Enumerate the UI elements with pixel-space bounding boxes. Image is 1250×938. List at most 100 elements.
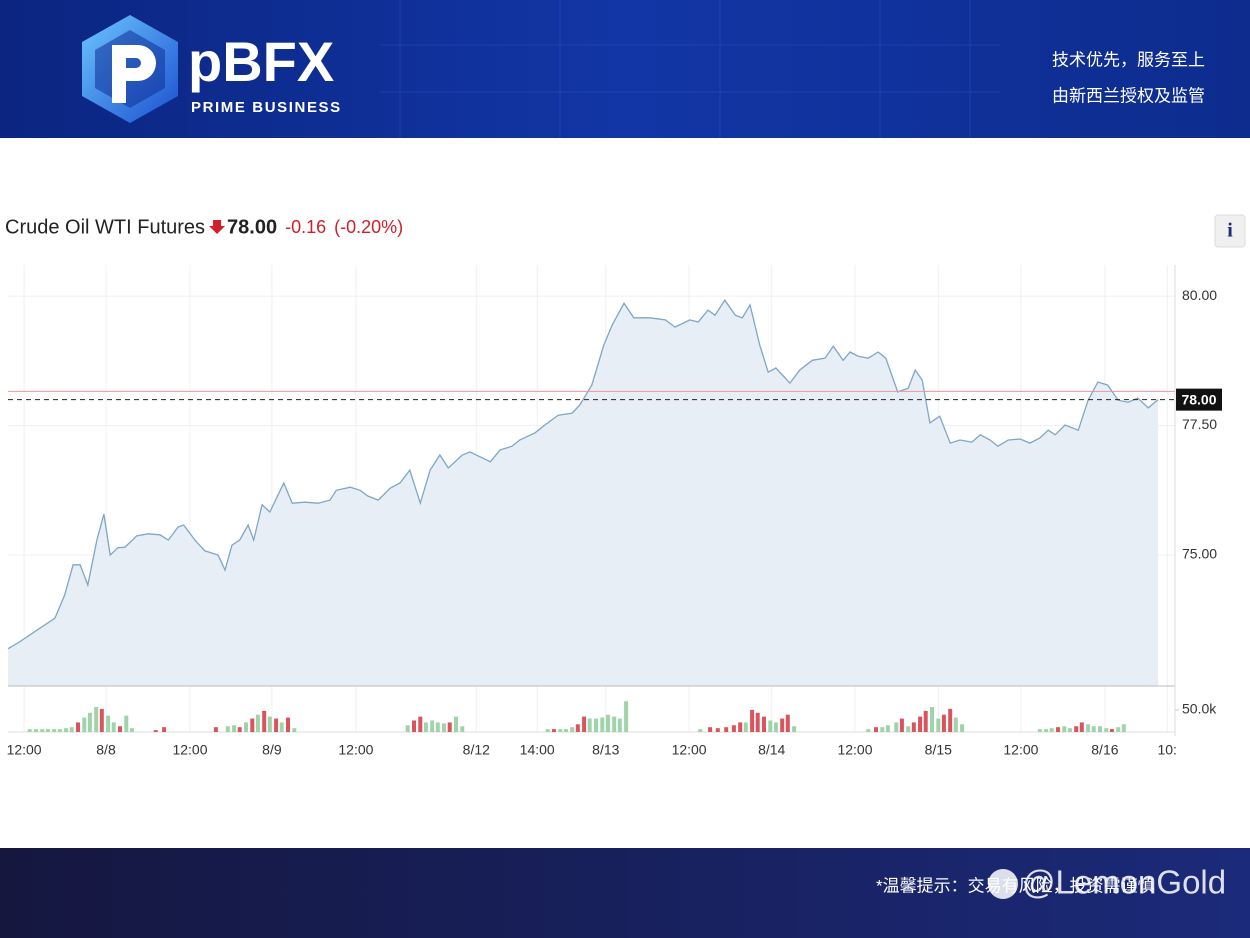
volume-bar	[743, 722, 748, 732]
volume-bar	[274, 718, 279, 732]
volume-bar	[423, 722, 428, 732]
volume-bar	[911, 722, 916, 732]
volume-bar	[237, 727, 242, 732]
volume-bar	[545, 729, 550, 732]
volume-bar	[447, 722, 452, 732]
watermark: @LemonGold	[1022, 864, 1226, 901]
volume-bar	[1098, 726, 1102, 732]
volume-bar	[430, 720, 435, 732]
y-tick-label: 80.00	[1182, 287, 1217, 303]
volume-bar	[267, 716, 272, 732]
volume-bar	[624, 701, 629, 732]
volume-bar	[715, 728, 720, 732]
volume-bar	[1056, 727, 1060, 732]
x-tick-label: 8/12	[463, 742, 490, 758]
price-change-percent: (-0.20%)	[334, 217, 403, 237]
volume-tick-label: 50.0k	[1182, 701, 1217, 717]
volume-bar	[129, 728, 134, 732]
volume-bar	[587, 718, 592, 732]
volume-bar	[874, 727, 878, 732]
volume-bar	[454, 716, 458, 732]
info-button-bg[interactable]	[1214, 214, 1246, 248]
volume-bar	[948, 708, 953, 732]
volume-bar	[418, 716, 423, 732]
volume-bar	[1079, 722, 1084, 732]
info-icon[interactable]: i	[1227, 220, 1233, 242]
slogan: 技术优先，服务至上	[1052, 50, 1205, 69]
volume-bar	[1074, 726, 1079, 732]
volume-bar	[724, 727, 729, 732]
banner-grid	[380, 0, 1000, 138]
volume-bar	[45, 729, 50, 732]
last-price-box	[1176, 388, 1222, 411]
volume-bar	[225, 726, 230, 732]
price: 78.00	[227, 216, 277, 238]
volume-bar	[563, 729, 568, 732]
x-tick-label: 8/9	[262, 742, 282, 758]
volume-bar	[52, 729, 57, 732]
volume-bar	[773, 722, 778, 732]
volume-bar	[57, 729, 62, 732]
volume-bar	[213, 727, 218, 732]
volume-bar	[605, 714, 610, 732]
volume-bar	[1062, 726, 1067, 732]
volume-bar	[570, 727, 575, 732]
banner	[0, 0, 1250, 138]
price-line	[7, 299, 1159, 650]
volume-bar	[885, 725, 890, 732]
volume-bar	[792, 726, 797, 732]
volume-bar	[27, 729, 32, 732]
volume-bar	[1109, 729, 1114, 732]
volume-bar	[894, 722, 899, 732]
volume-bar	[292, 728, 297, 732]
volume-bar	[34, 729, 38, 732]
y-tick-label: 77.50	[1182, 416, 1217, 432]
volume-bar	[936, 718, 941, 732]
watermark-icon	[988, 869, 1018, 899]
volume-bar	[106, 715, 111, 732]
volume-bar	[153, 730, 158, 732]
volume-bar	[600, 717, 605, 732]
chart-title: Crude Oil WTI Futures	[5, 216, 205, 238]
y-tick-label: 75.00	[1182, 546, 1217, 562]
logo-mark	[82, 15, 178, 123]
volume-bar	[1121, 724, 1126, 732]
logo-tagline: PRIME BUSINESS	[191, 99, 342, 116]
volume-bar	[768, 720, 773, 732]
volume-bar	[435, 722, 440, 732]
volume-bar	[412, 720, 416, 732]
volume-bar	[906, 726, 911, 732]
info-button[interactable]: i	[1214, 214, 1246, 248]
volume-bar	[1037, 729, 1042, 732]
quote: 78.00 -0.16 (-0.20%)	[209, 216, 403, 238]
volume-bar	[617, 718, 622, 732]
volume-bar	[738, 722, 743, 732]
x-tick-label: 14:00	[520, 742, 555, 758]
volume-bar	[780, 718, 785, 732]
volume-bar	[930, 707, 934, 732]
volume-bar	[762, 716, 766, 732]
volume-bar	[558, 729, 563, 732]
volume-bar	[552, 729, 556, 732]
volume-bar	[1091, 726, 1096, 732]
x-tick-label: 8/15	[925, 742, 952, 758]
volume-bar	[442, 723, 447, 732]
logo-text: pBFX	[188, 30, 334, 93]
volume-bar	[575, 724, 580, 732]
volume-bar	[76, 722, 80, 732]
x-tick-label: 12:00	[7, 742, 42, 758]
volume-bar	[1104, 728, 1109, 732]
price-change: -0.16	[285, 217, 326, 237]
x-tick-label: 8/8	[96, 742, 116, 758]
volume-bar	[1049, 728, 1054, 732]
volume-bar	[64, 728, 69, 732]
volume-bar	[279, 722, 284, 732]
volume-bar	[118, 726, 122, 732]
volume-bar	[918, 716, 923, 732]
volume-bar	[111, 722, 116, 732]
x-tick-label: 12:00	[1003, 742, 1038, 758]
volume-bar	[582, 716, 587, 732]
plot: 12:00 8/8 12:00 8/9 12:00 8/12 14:00 8/13 12:00 8…	[7, 265, 1222, 758]
